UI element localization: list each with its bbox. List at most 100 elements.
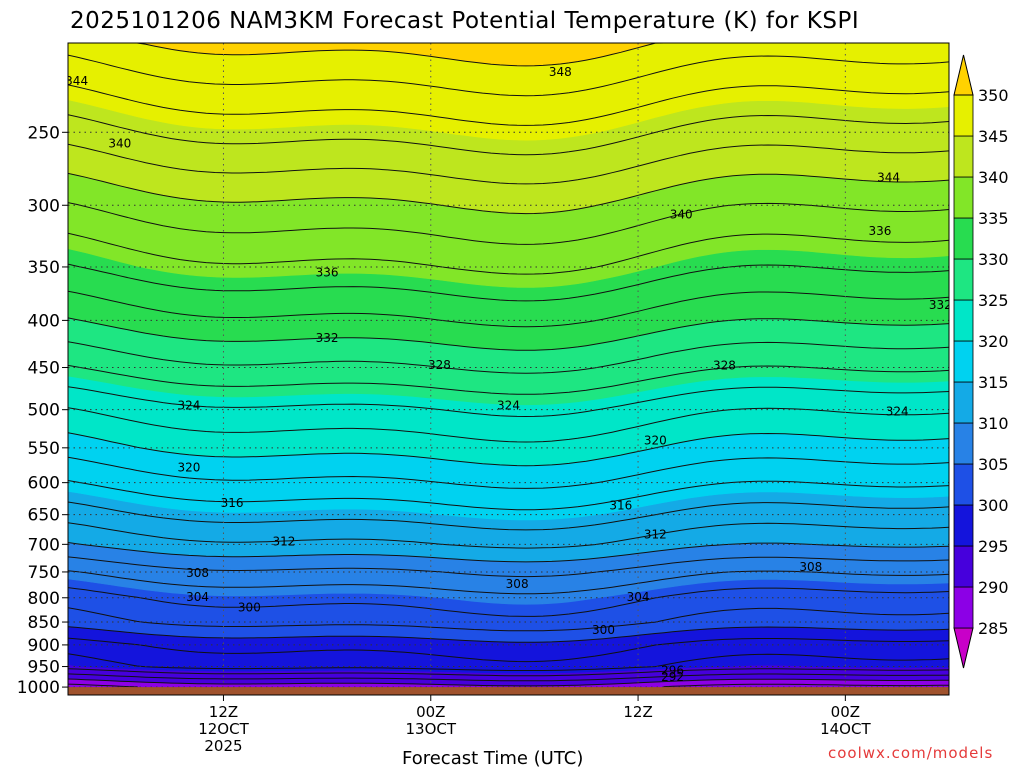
contour-340 [68,172,949,215]
colorbar-swatch-330 [953,217,974,260]
contour-label-328: 328 [428,358,451,372]
y-tick-label-550: 550 [28,439,60,459]
chart-title: 2025101206 NAM3KM Forecast Potential Tem… [70,8,859,34]
y-tick-label-850: 850 [28,613,60,633]
contour-296 [68,653,949,671]
contour-label-324: 324 [177,399,200,413]
colorbar-swatch-above [953,54,974,96]
y-tick-label-450: 450 [28,359,60,379]
contour-290 [68,678,949,687]
contour-label-300: 300 [238,601,261,615]
contour-350 [68,43,949,67]
x-tick-label-6-0: 12Z [209,703,238,721]
contour-346 [68,84,949,126]
colorbar-swatch-345 [953,94,974,137]
contour-310 [68,542,949,563]
y-tick-label-350: 350 [28,258,60,278]
y-tick-label-400: 400 [28,311,60,331]
colorbar-swatch-295 [953,504,974,547]
contour-label-304: 304 [186,590,209,604]
contour-label-300: 300 [592,623,615,637]
plot-area: 3443483483403443403363363323323283283243… [68,43,949,695]
contour-label-320: 320 [644,433,667,447]
colorbar-tick-310: 310 [978,414,1009,433]
contour-label-324: 324 [886,404,909,418]
y-tick-label-500: 500 [28,401,60,421]
plot-frame [67,42,950,696]
contour-326 [68,364,949,395]
y-tick-label-650: 650 [28,506,60,526]
contour-label-304: 304 [627,590,650,604]
contour-label-324: 324 [497,399,520,413]
contour-288 [68,683,949,695]
contour-292 [68,673,949,682]
contour-label-308: 308 [799,560,822,574]
contour-label-296: 296 [661,664,684,678]
theta-contours [68,43,949,695]
contour-label-336: 336 [868,224,891,238]
y-tick-label-900: 900 [28,636,60,656]
colorbar-swatch-315 [953,340,974,383]
contour-label-312: 312 [272,534,295,548]
colorbar-tick-305: 305 [978,455,1009,474]
colorbar-tick-335: 335 [978,209,1009,228]
contour-label-316: 316 [221,496,244,510]
colorbar-tick-320: 320 [978,332,1009,351]
contour-label-292: 292 [661,670,684,684]
colorbar-swatch-below [953,627,974,669]
x-tick-label-18-0: 00Z [416,703,445,721]
colorbar-tick-330: 330 [978,250,1009,269]
colorbar-swatch-320 [953,299,974,342]
x-tick-label-42-0: 00Z [831,703,860,721]
contour-304 [68,587,949,617]
contour-336 [68,232,949,275]
contour-302 [68,607,949,632]
contour-342 [68,143,949,185]
contour-318 [68,456,949,489]
contour-label-308: 308 [186,566,209,580]
colorbar-tick-290: 290 [978,578,1009,597]
contour-314 [68,501,949,531]
contour-324 [68,386,949,418]
contour-332 [68,290,949,328]
contour-label-336: 336 [316,266,339,280]
colorbar-tick-350: 350 [978,86,1009,105]
contour-label-312: 312 [644,528,667,542]
contour-316 [68,480,949,511]
contour-320 [68,432,949,467]
contour-334 [68,263,949,302]
contour-label-328: 328 [713,359,736,373]
y-tick-label-750: 750 [28,563,60,583]
colorbar-swatch-305 [953,422,974,465]
y-tick-label-700: 700 [28,535,60,555]
ground-surface [68,687,949,695]
x-tick-label-42-1: 14OCT [820,720,871,738]
contour-label-340: 340 [670,207,693,221]
contour-label-332: 332 [316,331,339,345]
colorbar-tick-325: 325 [978,291,1009,310]
contour-298 [68,637,949,663]
contour-312 [68,522,949,549]
source-credit[interactable]: coolwx.com/models [828,744,993,762]
colorbar-tick-285: 285 [978,619,1009,638]
x-tick-label-18-1: 13OCT [405,720,456,738]
y-tick-label-250: 250 [28,123,60,143]
colorbar-tick-345: 345 [978,127,1009,146]
y-tick-label-600: 600 [28,474,60,494]
colorbar: 285 290 295 300 305 310 315 320 325 330 335 340 345 3… [953,54,1009,669]
y-tick-label-800: 800 [28,589,60,609]
contour-294 [68,668,949,677]
colorbar-swatch-285 [953,586,974,629]
contour-label-344: 344 [877,171,900,185]
contour-label-308: 308 [506,577,529,591]
contour-330 [68,317,949,351]
x-axis: 12Z12OCT202500Z13OCT12Z00Z14OCT12Z [198,695,871,755]
contour-306 [68,570,949,595]
colorbar-tick-315: 315 [978,373,1009,392]
colorbar-swatch-325 [953,258,974,301]
y-axis: 250 300 350 400 450 500 550 600 650 700 750 800 850 9… [17,123,68,698]
colorbar-swatch-310 [953,381,974,424]
contour-labels: 3443483483403443403363363323323283283243… [68,65,949,684]
y-tick-label-1000: 1000 [17,678,60,698]
colorbar-swatch-340 [953,135,974,178]
